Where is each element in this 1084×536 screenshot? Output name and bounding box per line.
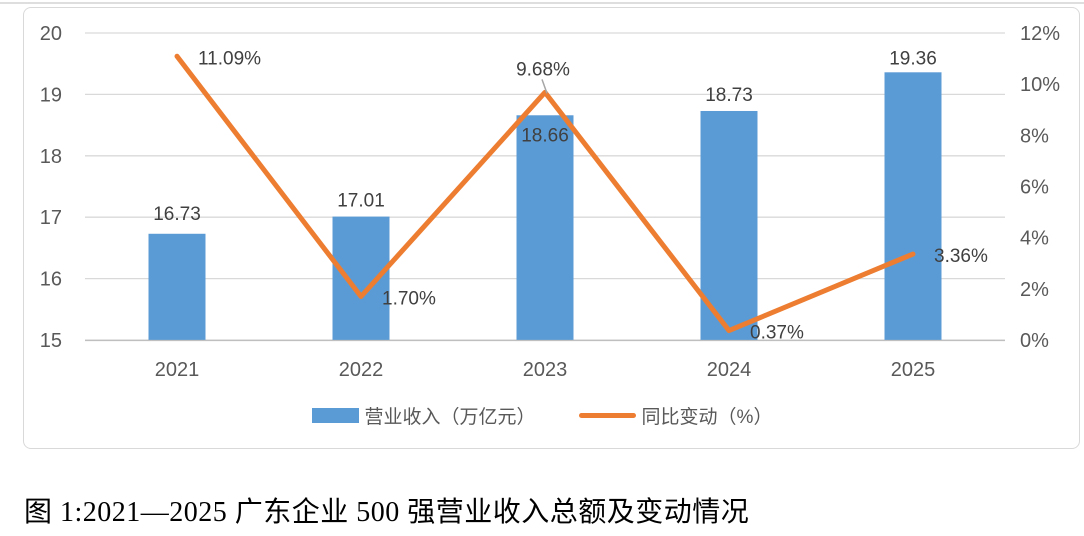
left-axis-tick: 19 (40, 84, 62, 106)
legend-line-swatch (578, 413, 636, 418)
legend-item-revenue: 营业收入（万亿元） (311, 402, 536, 429)
label-leader-line (541, 79, 548, 94)
line-value-label: 9.68% (516, 59, 570, 80)
bar-2025 (884, 72, 942, 341)
left-axis-tick: 18 (40, 146, 62, 168)
line-value-label: 0.37% (750, 323, 804, 344)
right-axis-tick: 6% (1020, 177, 1049, 199)
right-axis-tick: 12% (1020, 23, 1060, 45)
bar-value-label: 18.73 (705, 85, 753, 106)
category-label: 2022 (339, 359, 384, 381)
left-axis-tick: 15 (40, 330, 62, 352)
chart-legend: 营业收入（万亿元） 同比变动（%） (0, 402, 1084, 429)
left-axis-tick: 20 (40, 23, 62, 45)
legend-bar-swatch (311, 408, 359, 423)
line-value-label: 1.70% (382, 289, 436, 310)
top-divider (0, 2, 1084, 4)
line-value-label: 3.36% (934, 246, 988, 267)
right-axis-tick: 10% (1020, 74, 1060, 96)
bar-2021 (148, 233, 206, 340)
bar-value-label: 16.73 (153, 204, 201, 225)
line-value-label: 11.09% (198, 48, 261, 69)
left-axis-tick: 16 (40, 269, 62, 291)
bar-value-label: 19.36 (889, 48, 937, 69)
legend-label-revenue: 营业收入（万亿元） (364, 407, 536, 428)
legend-label-yoy-change: 同比变动（%） (641, 407, 773, 428)
bar-value-label: 18.66 (521, 125, 569, 146)
category-label: 2024 (707, 359, 752, 381)
category-label: 2021 (155, 359, 200, 381)
right-axis-tick: 4% (1020, 228, 1049, 250)
bar-2023 (516, 115, 574, 340)
category-label: 2023 (523, 359, 568, 381)
bar-2022 (332, 216, 390, 340)
right-axis-tick: 0% (1020, 330, 1049, 352)
bar-value-label: 17.01 (337, 191, 385, 212)
right-axis-tick: 8% (1020, 125, 1049, 147)
combo-chart: 20 19 18 17 16 15 12% 10% 8% 6% 4% 2% 0% 16.73 17.01 18… (40, 23, 1060, 381)
right-axis-tick: 2% (1020, 279, 1049, 301)
left-axis-tick: 17 (40, 207, 62, 229)
category-label: 2025 (891, 359, 936, 381)
bar-2024 (700, 110, 758, 340)
legend-item-yoy-change: 同比变动（%） (578, 402, 773, 429)
line-series (174, 53, 916, 334)
figure-caption: 图 1:2021—2025 广东企业 500 强营业收入总额及变动情况 (24, 497, 750, 528)
